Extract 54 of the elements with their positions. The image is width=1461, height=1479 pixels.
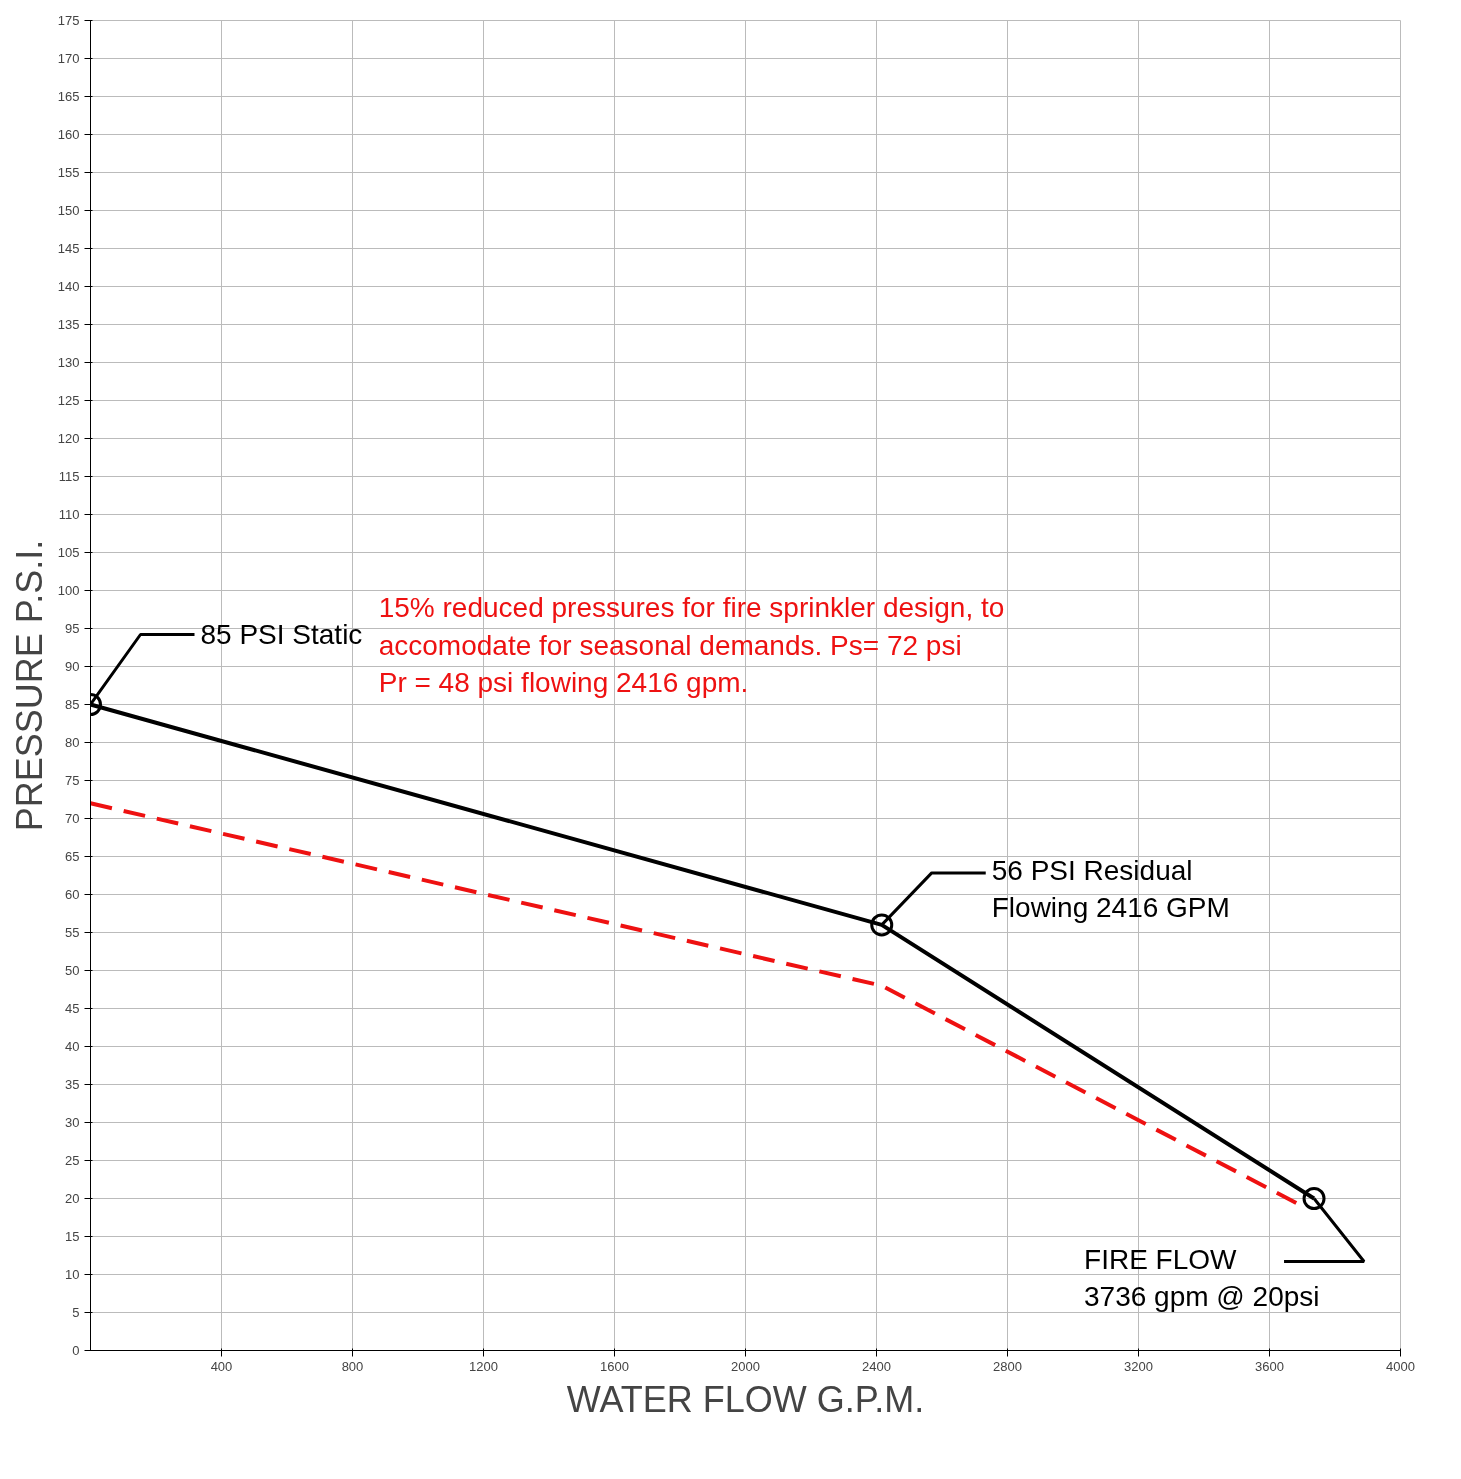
y-tick-label: 145 [57, 241, 80, 256]
x-tick-label: 3200 [1124, 1358, 1153, 1374]
y-tick-label: 80 [65, 735, 80, 750]
x-tick-label: 2000 [731, 1358, 760, 1374]
y-tick-label: 5 [72, 1305, 80, 1320]
annotation: 85 PSI Static [200, 619, 363, 650]
annotation: 15% reduced pressures for fire sprinkler design, to accomodate for seasonal demands. Ps= 72 psi Pr = 48 psi flowing 2416 gpm. [378, 592, 1005, 698]
x-tick-label: 1600 [600, 1358, 629, 1374]
y-tick-label: 65 [65, 849, 80, 864]
x-axis-title: WATER FLOW G.P.M. [566, 1378, 925, 1420]
y-tick-label: 100 [57, 583, 80, 598]
point [1302, 1187, 1326, 1210]
point [870, 913, 894, 937]
y-tick-label: 115 [58, 469, 80, 484]
x-tick-label: 3600 [1255, 1358, 1284, 1374]
y-tick-label: 130 [57, 355, 80, 370]
y-tick-label: 45 [65, 1001, 80, 1016]
y-tick-label: 50 [65, 963, 80, 978]
y-tick-label: 90 [65, 659, 80, 674]
y-tick-label: 35 [65, 1077, 80, 1092]
y-tick-label: 30 [65, 1115, 80, 1130]
y-tick-label: 105 [57, 545, 80, 560]
x-tick-label: 2800 [993, 1358, 1022, 1374]
x-tick-label: 2400 [862, 1358, 891, 1374]
y-tick-label: 160 [57, 127, 80, 142]
y-tick-label: 75 [65, 773, 80, 788]
y-tick-label: 70 [65, 811, 80, 826]
y-tick-label: 110 [58, 507, 80, 522]
annotation: 56 PSI Residual Flowing 2416 GPM [991, 854, 1230, 924]
y-tick-label: 15 [65, 1229, 80, 1244]
x-tick-label: 4000 [1386, 1358, 1415, 1374]
y-tick-label: 25 [65, 1153, 80, 1168]
y-tick-label: 120 [57, 431, 80, 446]
x-tick-label: 1200 [469, 1358, 498, 1374]
y-tick-label: 135 [57, 317, 80, 332]
y-tick-label: 10 [65, 1267, 80, 1282]
y-tick-label: 60 [65, 887, 80, 902]
x-tick-label: 800 [341, 1358, 364, 1374]
y-tick-label: 175 [57, 13, 80, 28]
annotation: FIRE FLOW 3736 gpm @ 20psi [1084, 1243, 1320, 1312]
y-tick-label: 85 [65, 697, 80, 712]
y-tick-label: 20 [65, 1191, 80, 1206]
y-tick-label: 150 [57, 203, 80, 218]
y-tick-label: 170 [57, 51, 80, 66]
y-tick-label: 95 [65, 621, 80, 636]
x-tick-label: 400 [210, 1358, 233, 1374]
y-tick-label: 40 [65, 1039, 80, 1054]
y-tick-label: 155 [57, 165, 80, 180]
y-axis-title: PRESSURE P.S.I. [8, 539, 50, 832]
y-tick-label: 125 [57, 393, 80, 408]
y-tick-label: 140 [57, 279, 80, 294]
y-tick-label: 0 [72, 1343, 80, 1358]
y-tick-label: 55 [65, 925, 80, 940]
y-tick-label: 165 [57, 89, 80, 104]
